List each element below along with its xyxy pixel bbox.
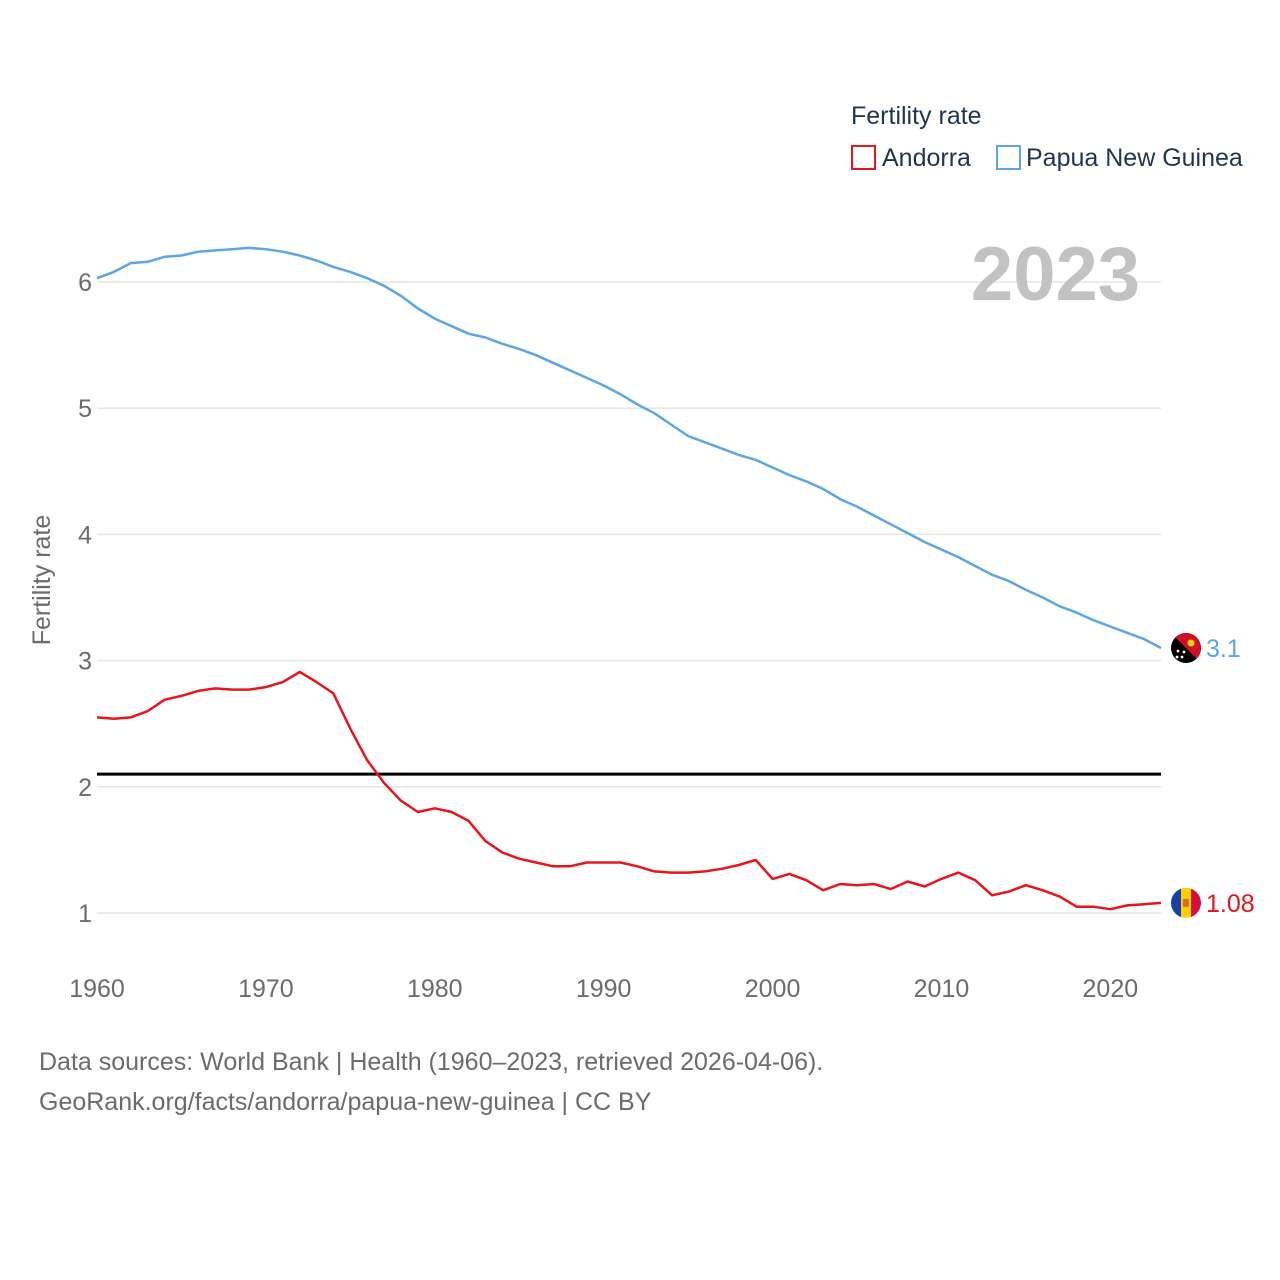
andorra-flag-icon xyxy=(1171,887,1201,918)
y-tick-label: 6 xyxy=(78,269,92,297)
x-tick-label: 2010 xyxy=(914,975,970,1003)
series-lines xyxy=(96,246,1162,911)
year-watermark: 2023 xyxy=(971,232,1140,317)
x-tick-label: 1990 xyxy=(576,975,632,1003)
x-tick-label: 1980 xyxy=(407,975,463,1003)
series-line-papua-new-guinea[interactable] xyxy=(96,246,1162,650)
papua-new-guinea-flag-icon xyxy=(1171,632,1201,663)
attribution-link[interactable]: GeoRank.org/facts/andorra/papua-new-guin… xyxy=(39,1088,652,1116)
x-tick-label: 2020 xyxy=(1083,975,1139,1003)
y-axis-label: Fertility rate xyxy=(28,515,56,646)
legend-swatch-andorra[interactable] xyxy=(851,145,876,170)
y-tick-label: 5 xyxy=(78,395,92,423)
fertility-chart: 1 2 3 4 5 6 1960 1970 1980 1990 2000 2010 2020 Fert… xyxy=(28,102,1255,1003)
legend: Fertility rate Andorra Papua New Guinea xyxy=(851,102,1243,172)
data-sources-text: Data sources: World Bank | Health (1960–… xyxy=(39,1048,824,1076)
x-tick-label: 1960 xyxy=(69,975,125,1003)
footer: Data sources: World Bank | Health (1960–… xyxy=(39,1042,823,1122)
legend-label-andorra[interactable]: Andorra xyxy=(882,144,971,172)
y-tick-label: 2 xyxy=(78,774,92,802)
y-tick-label: 3 xyxy=(78,648,92,676)
grid-lines xyxy=(97,281,1161,914)
x-axis-ticks: 1960 1970 1980 1990 2000 2010 2020 xyxy=(69,975,1138,1003)
end-value-label-andorra: 1.08 xyxy=(1206,890,1255,918)
legend-label-papua-new-guinea[interactable]: Papua New Guinea xyxy=(1026,144,1243,172)
y-tick-label: 4 xyxy=(78,521,92,549)
end-value-label-papua-new-guinea: 3.1 xyxy=(1206,635,1241,663)
y-tick-label: 1 xyxy=(78,900,92,928)
legend-title: Fertility rate xyxy=(851,102,982,130)
end-markers: 1.08 3.1 xyxy=(1171,632,1255,918)
y-axis-ticks: 1 2 3 4 5 6 xyxy=(78,269,92,928)
legend-swatch-papua-new-guinea[interactable] xyxy=(996,145,1021,170)
x-tick-label: 2000 xyxy=(745,975,801,1003)
series-line-andorra[interactable] xyxy=(96,670,1162,911)
x-tick-label: 1970 xyxy=(238,975,294,1003)
